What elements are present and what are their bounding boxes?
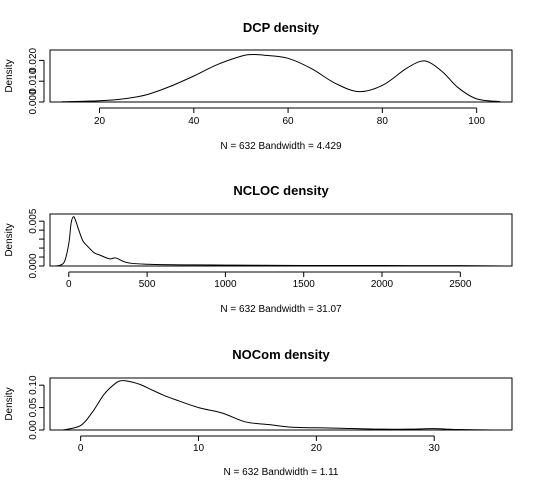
chart-title: NCLOC density	[233, 183, 329, 198]
plot-frame	[49, 213, 513, 267]
y-tick-label: 0.005	[28, 208, 39, 233]
y-axis-label: Density	[4, 223, 15, 256]
x-tick-label: 100	[468, 116, 485, 127]
x-axis-label: N = 632 Bandwidth = 4.429	[220, 141, 342, 152]
y-tick-label: 0.10	[28, 375, 39, 395]
chart-title: NOCom density	[232, 347, 330, 362]
y-tick-label: 0.05	[28, 397, 39, 417]
y-tick-label: 0.000	[28, 253, 39, 278]
x-axis-label: N = 632 Bandwidth = 1.11	[224, 467, 339, 478]
y-axis-label: Density	[4, 387, 15, 420]
x-axis-label: N = 632 Bandwidth = 31.07	[220, 304, 342, 315]
x-tick-label: 2500	[449, 279, 472, 290]
x-tick-label: 40	[188, 116, 200, 127]
y-tick-label: 0.00	[28, 420, 39, 440]
x-tick-label: 10	[193, 443, 205, 454]
density-curve	[56, 216, 508, 267]
y-tick-label: 0.020	[28, 47, 39, 72]
y-tick-label: 0.010	[28, 68, 39, 93]
x-tick-label: 30	[429, 443, 441, 454]
x-tick-label: 0	[78, 443, 84, 454]
x-tick-label: 1500	[293, 279, 316, 290]
x-tick-label: 500	[139, 279, 156, 290]
x-tick-label: 2000	[371, 279, 394, 290]
plot-frame	[49, 49, 513, 103]
x-tick-label: 1000	[214, 279, 237, 290]
y-tick-label: 0.000	[28, 89, 39, 114]
x-tick-label: 60	[283, 116, 295, 127]
plot-frame	[49, 377, 513, 431]
y-axis-label: Density	[4, 59, 15, 92]
x-tick-label: 0	[66, 279, 72, 290]
density-curve	[62, 380, 494, 431]
x-tick-label: 20	[311, 443, 323, 454]
x-tick-label: 80	[377, 116, 389, 127]
chart-title: DCP density	[243, 20, 320, 35]
x-tick-label: 20	[94, 116, 106, 127]
density-curve	[61, 54, 501, 103]
